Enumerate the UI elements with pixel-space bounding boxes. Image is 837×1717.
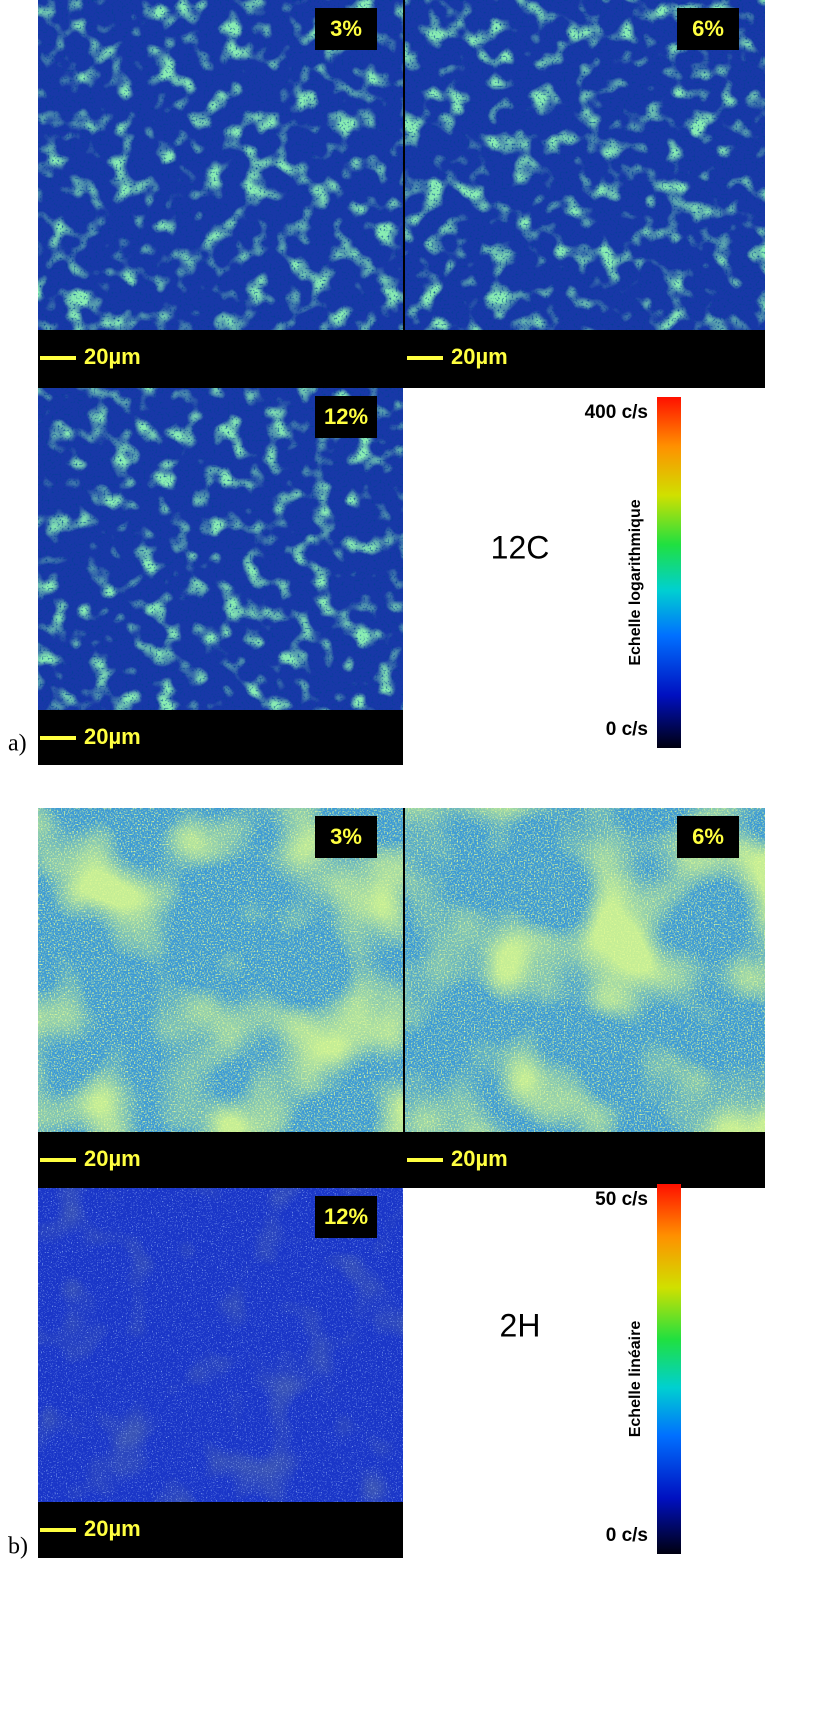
scale-label: 20µm bbox=[84, 344, 141, 369]
tag: 12% bbox=[324, 1204, 368, 1229]
panel-label: a) bbox=[8, 731, 27, 757]
scale-label: 20µm bbox=[84, 724, 141, 749]
scale-bar bbox=[40, 736, 76, 740]
scale-label: 20µm bbox=[84, 1146, 141, 1171]
panel-label: b) bbox=[8, 1534, 28, 1560]
scale-bar bbox=[40, 1158, 76, 1162]
colorbar bbox=[657, 1184, 681, 1554]
colorbar-title: Echelle linéaire bbox=[627, 1321, 644, 1438]
scale-bar bbox=[40, 356, 76, 360]
scale-bar bbox=[40, 1528, 76, 1532]
scale-strip bbox=[38, 1132, 765, 1188]
element-label: 2H bbox=[500, 1307, 541, 1343]
separator bbox=[403, 808, 405, 1132]
image-texture bbox=[405, 808, 765, 1132]
scale-label: 20µm bbox=[84, 1516, 141, 1541]
image-texture bbox=[38, 388, 403, 710]
separator bbox=[403, 0, 405, 330]
tag-box bbox=[677, 816, 739, 858]
image-texture bbox=[38, 0, 403, 330]
tag: 6% bbox=[692, 824, 724, 849]
tag-box bbox=[315, 816, 377, 858]
tag-box bbox=[315, 8, 377, 50]
scale-strip bbox=[38, 1502, 403, 1558]
colorbar-min: 0 c/s bbox=[606, 719, 648, 740]
image-texture bbox=[405, 0, 765, 330]
scale-bar bbox=[407, 356, 443, 360]
tag: 3% bbox=[330, 16, 362, 41]
tag-box bbox=[315, 1196, 377, 1238]
colorbar-max: 50 c/s bbox=[595, 1189, 648, 1210]
colorbar bbox=[657, 397, 681, 748]
tag-box bbox=[315, 396, 377, 438]
scale-strip bbox=[38, 330, 765, 388]
colorbar-max: 400 c/s bbox=[585, 402, 648, 423]
tag: 12% bbox=[324, 404, 368, 429]
colorbar-min: 0 c/s bbox=[606, 1525, 648, 1546]
scale-bar bbox=[407, 1158, 443, 1162]
scale-label: 20µm bbox=[451, 1146, 508, 1171]
image-texture bbox=[38, 808, 403, 1132]
element-label: 12C bbox=[491, 529, 550, 565]
tag: 3% bbox=[330, 824, 362, 849]
tag: 6% bbox=[692, 16, 724, 41]
colorbar-title: Echelle logarithmique bbox=[627, 499, 644, 665]
scale-strip bbox=[38, 710, 403, 765]
tag-box bbox=[677, 8, 739, 50]
image-texture bbox=[38, 1188, 403, 1502]
scale-label: 20µm bbox=[451, 344, 508, 369]
